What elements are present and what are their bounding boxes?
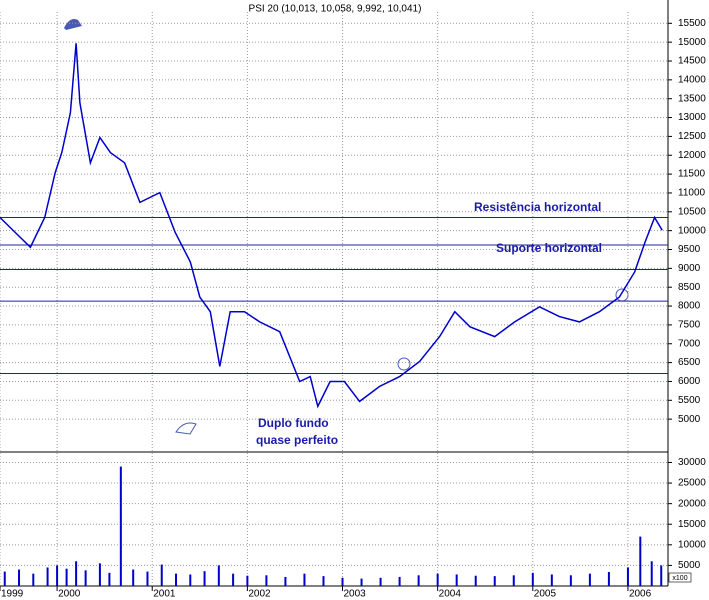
volume-bar [3,571,6,586]
y-tick-label: 30000 [678,457,706,468]
y-tick-label: 8500 [678,282,701,293]
volume-bar [417,575,420,586]
y-tick-label: 6000 [678,376,701,387]
y-tick-label: 10500 [678,206,706,217]
volume-bar [160,564,163,586]
y-tick-label: 20000 [678,498,706,509]
volume-bar [56,565,59,586]
volume-bar [18,569,21,586]
x-tick-label: 2004 [439,589,462,600]
y-tick-label: 11000 [678,188,706,199]
x-tick-label: 1999 [1,589,24,600]
volume-bar [46,567,49,586]
y-tick-label: 5000 [678,560,701,571]
y-tick-label: 13000 [678,112,706,123]
y-tick-label: 8000 [678,301,701,312]
bear-icon [175,422,197,435]
annotation: Duplo fundo [258,416,329,430]
volume-bar [650,561,653,586]
annotation: Suporte horizontal [496,241,602,255]
annotation: Resistência horizontal [474,200,601,214]
volume-bar [132,569,135,586]
volume-bar [588,573,591,586]
volume-bar [265,575,268,586]
unit-box [668,572,692,583]
volume-bar [569,575,572,586]
volume-bar [607,572,610,586]
x-tick-label: 2001 [153,589,176,600]
volume-bar [360,578,363,586]
y-tick-label: 7000 [678,338,701,349]
volume-bar [284,576,287,586]
volume-bar [108,572,111,586]
volume-bar [639,536,642,586]
y-tick-label: 15000 [678,519,706,530]
annotation: quase perfeito [256,433,338,447]
y-tick-label: 15500 [678,18,706,29]
x-tick-label: 2003 [344,589,367,600]
y-tick-label: 6500 [678,357,701,368]
y-tick-label: 5000 [678,414,701,425]
x-tick-label: 2002 [248,589,271,600]
volume-bar [531,572,534,586]
volume-bar [436,573,439,586]
y-tick-label: 12500 [678,131,706,142]
chart-title: PSI 20 (10,013, 10,058, 9,992, 10,041) [249,4,422,15]
volume-bar [660,565,663,586]
volume-bar [65,568,68,586]
volume-bar [119,466,122,586]
y-tick-label: 25000 [678,478,706,489]
volume-bar [379,577,382,586]
volume-bar [189,574,192,586]
volume-bar [217,565,220,586]
y-tick-label: 10000 [678,225,706,236]
x-tick-label: 2000 [58,589,81,600]
x-tick-label: 2005 [534,589,557,600]
y-tick-label: 12000 [678,150,706,161]
volume-bar [98,563,101,586]
y-tick-label: 9000 [678,263,701,274]
volume-bar [232,573,235,586]
y-tick-label: 15000 [678,37,706,48]
volume-bar [626,567,629,586]
bull-icon [64,19,82,30]
y-tick-label: 13500 [678,93,706,104]
price-line [0,43,663,409]
volume-unit: x100 [672,575,687,582]
y-tick-label: 7500 [678,320,701,331]
y-tick-label: 11500 [678,169,706,180]
volume-bar [303,573,306,586]
y-tick-label: 10000 [678,539,706,550]
y-tick-label: 5500 [678,395,701,406]
volume-bar [246,575,249,586]
volume-bar [493,576,496,586]
volume-bar [512,575,515,586]
volume-bar [398,576,401,586]
volume-bar [550,574,553,586]
smile-icon [397,357,411,371]
volume-bar [146,571,149,586]
volume-bar [32,573,35,586]
volume-bar [203,571,206,586]
x-tick-label: 2006 [629,589,652,600]
y-tick-label: 14000 [678,74,706,85]
volume-bar [84,570,87,586]
volume-bar [175,573,178,586]
volume-bar [341,577,344,586]
y-tick-label: 9500 [678,244,701,255]
volume-bar [322,576,325,586]
y-tick-label: 14500 [678,56,706,67]
volume-bar [75,561,78,586]
volume-bar [474,575,477,586]
volume-bar [455,574,458,586]
